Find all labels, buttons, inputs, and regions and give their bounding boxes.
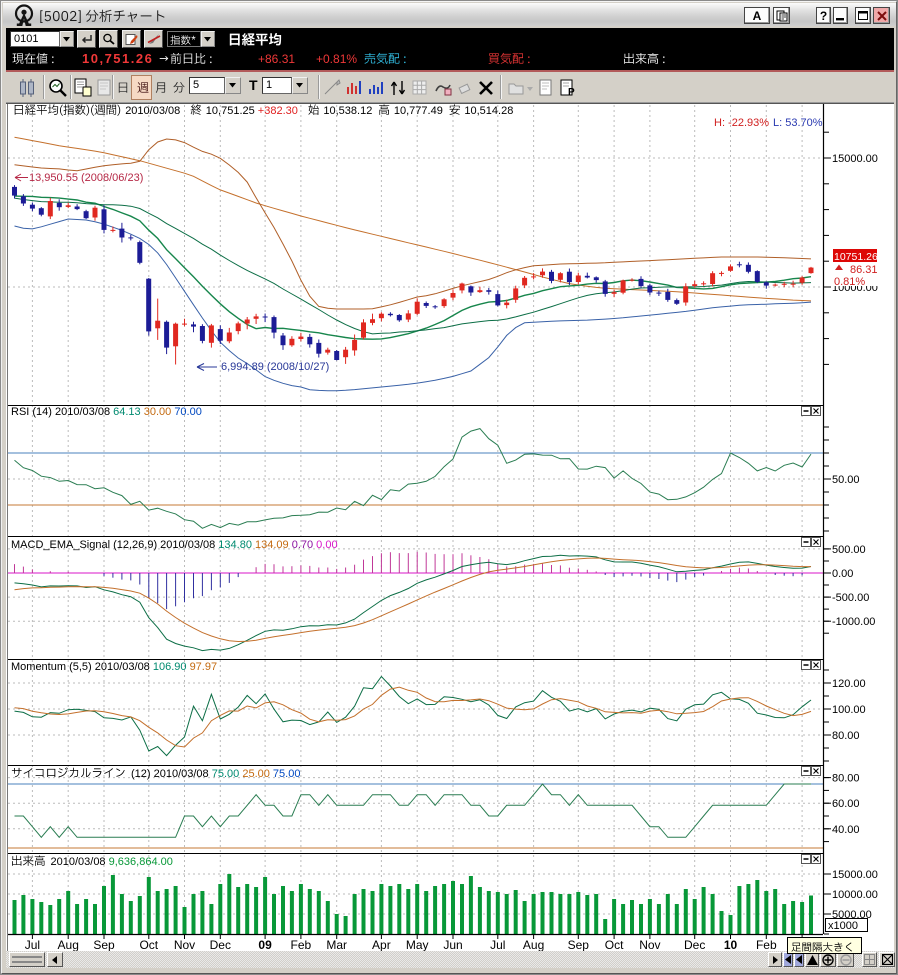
svg-text:Oct: Oct <box>605 938 624 951</box>
svg-text:10751.26: 10751.26 <box>834 251 878 263</box>
svg-text:Nov: Nov <box>639 938 660 951</box>
svg-text:10000.00: 10000.00 <box>832 889 878 901</box>
svg-text:2010/03/08 9,636,864.00: 2010/03/08 9,636,864.00 <box>51 856 173 868</box>
svg-text:13,950.55 (2008/06/23): 13,950.55 (2008/06/23) <box>29 172 143 184</box>
svg-text:10,514.28: 10,514.28 <box>464 105 513 117</box>
svg-text:x1000: x1000 <box>828 920 858 932</box>
svg-text:-1000.00: -1000.00 <box>832 616 875 628</box>
svg-text:(12) 2010/03/08 75.00 25.00 75: (12) 2010/03/08 75.00 25.00 75.00 <box>131 768 300 780</box>
svg-text:2010/03/08: 2010/03/08 <box>125 105 180 117</box>
svg-text:Sep: Sep <box>568 938 590 951</box>
svg-text:0.81%: 0.81% <box>834 276 865 288</box>
svg-text:500.00: 500.00 <box>832 544 866 556</box>
svg-text:80.00: 80.00 <box>832 773 860 785</box>
svg-text:0.00: 0.00 <box>832 568 853 580</box>
svg-text:Dec: Dec <box>684 938 705 951</box>
svg-text:MACD_EMA_Signal (12,26,9) 2010: MACD_EMA_Signal (12,26,9) 2010/03/08 134… <box>11 539 338 551</box>
svg-text:Oct: Oct <box>139 938 158 951</box>
svg-text:May: May <box>406 938 429 951</box>
svg-text:Feb: Feb <box>291 938 312 951</box>
svg-text:+382.30: +382.30 <box>258 105 298 117</box>
svg-text:15000.00: 15000.00 <box>832 153 878 165</box>
svg-text:Apr: Apr <box>372 938 391 951</box>
svg-text:6,994.89 (2008/10/27): 6,994.89 (2008/10/27) <box>221 361 329 373</box>
svg-text:120.00: 120.00 <box>832 678 866 690</box>
svg-text:10,751.25: 10,751.25 <box>206 105 255 117</box>
svg-text:50.00: 50.00 <box>832 474 860 486</box>
svg-text:10,777.49: 10,777.49 <box>394 105 443 117</box>
svg-text:Jul: Jul <box>25 938 40 951</box>
svg-text:Aug: Aug <box>58 938 79 951</box>
svg-text:Mar: Mar <box>326 938 347 951</box>
svg-text:Feb: Feb <box>756 938 777 951</box>
svg-text:10: 10 <box>724 938 738 951</box>
svg-text:P: P <box>568 87 575 98</box>
svg-text:100.00: 100.00 <box>832 704 866 716</box>
svg-text:80.00: 80.00 <box>832 730 860 742</box>
svg-text:09: 09 <box>258 938 272 951</box>
svg-text:Nov: Nov <box>174 938 195 951</box>
svg-text:60.00: 60.00 <box>832 798 860 810</box>
svg-text:40.00: 40.00 <box>832 824 860 836</box>
svg-text:-500.00: -500.00 <box>832 592 869 604</box>
svg-text:15000.00: 15000.00 <box>832 869 878 881</box>
svg-text:RSI (14) 2010/03/08 64.13 30.0: RSI (14) 2010/03/08 64.13 30.00 70.00 <box>11 406 202 418</box>
svg-text:Sep: Sep <box>93 938 115 951</box>
svg-text:Aug: Aug <box>523 938 544 951</box>
svg-text:Jun: Jun <box>443 938 462 951</box>
svg-text:86.31: 86.31 <box>850 264 878 276</box>
svg-text:Momentum (5,5) 2010/03/08 106.: Momentum (5,5) 2010/03/08 106.90 97.97 <box>11 661 217 673</box>
svg-text:Jul: Jul <box>490 938 505 951</box>
svg-text:10,538.12: 10,538.12 <box>323 105 372 117</box>
svg-text:L: 53.70%: L: 53.70% <box>773 117 823 129</box>
svg-text:Dec: Dec <box>210 938 231 951</box>
svg-text:H: -22.93%: H: -22.93% <box>714 117 769 129</box>
